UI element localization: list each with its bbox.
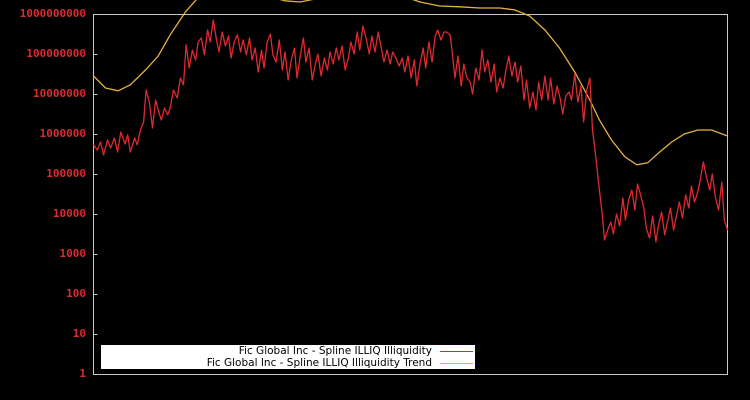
y-tick-label: 100000000 xyxy=(26,47,86,60)
legend-item-trend: Fic Global Inc - Spline ILLIQ Illiquidit… xyxy=(207,357,475,369)
y-tick-label: 1000000 xyxy=(39,127,86,140)
legend-label: Fic Global Inc - Spline ILLIQ Illiquidit… xyxy=(206,357,432,369)
y-tick-label: 10000 xyxy=(52,207,86,220)
illiquidity-series-line xyxy=(92,19,729,243)
y-tick-label: 10 xyxy=(72,327,86,340)
legend-label: Fic Global Inc - Spline ILLIQ Illiquidit… xyxy=(238,345,432,357)
legend-swatch-yellow xyxy=(440,362,473,364)
y-axis-ticks xyxy=(93,14,98,375)
y-tick-label: 100 xyxy=(66,287,86,300)
y-tick-label: 10000000 xyxy=(33,87,86,100)
legend-item-illiquidity: Fic Global Inc - Spline ILLIQ Illiquidit… xyxy=(239,345,475,357)
y-tick-label: 1000000000 xyxy=(19,7,86,20)
plot-frame xyxy=(93,14,728,375)
y-tick-label: 1 xyxy=(79,367,86,380)
legend-swatch-red xyxy=(440,350,473,352)
chart-legend: Fic Global Inc - Spline ILLIQ Illiquidit… xyxy=(101,345,475,369)
trend-series-line xyxy=(93,0,728,166)
y-tick-label: 100000 xyxy=(46,167,86,180)
y-tick-label: 1000 xyxy=(59,247,87,260)
